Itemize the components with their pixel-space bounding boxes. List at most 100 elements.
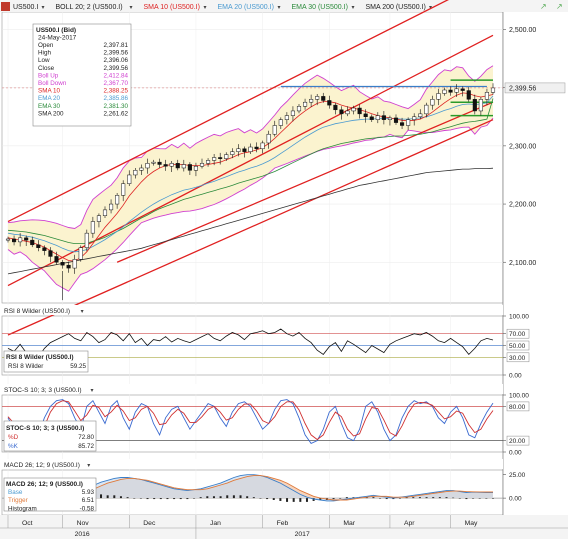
macd-histogram-bar bbox=[332, 498, 335, 500]
macd-box-label: Base bbox=[8, 489, 23, 496]
price-tick-label: 2,500.00 bbox=[509, 27, 536, 34]
macd-header-bg bbox=[2, 459, 503, 469]
info-value: 2,385.86 bbox=[103, 95, 128, 102]
info-value: 2,367.70 bbox=[103, 80, 128, 87]
macd-histogram-bar bbox=[392, 498, 395, 500]
rsi-tick-label: 50.00 bbox=[509, 343, 526, 350]
macd-histogram-bar bbox=[438, 497, 441, 499]
macd-info-box bbox=[3, 477, 97, 512]
chevron-down-icon: ▾ bbox=[91, 388, 94, 394]
macd-histogram-bar bbox=[405, 497, 408, 499]
macd-histogram-bar bbox=[219, 496, 222, 499]
info-value: 2,397.81 bbox=[103, 42, 128, 49]
price-tick-label: 2,200.00 bbox=[509, 202, 536, 209]
candle bbox=[472, 99, 477, 112]
candle bbox=[454, 88, 459, 93]
info-value: 2,381.30 bbox=[103, 103, 128, 110]
month-label: Apr bbox=[404, 520, 415, 527]
toolbar-item[interactable]: SMA 10 (US500.I) bbox=[144, 4, 200, 11]
candle bbox=[303, 101, 308, 107]
toolbar-item[interactable]: EMA 20 (US500.I) bbox=[218, 4, 274, 11]
info-date: 24-May-2017 bbox=[38, 35, 77, 42]
info-box bbox=[32, 23, 132, 127]
candle bbox=[345, 110, 350, 115]
stoch-box-title: STOC-S 10; 3; 3 (US500.I) bbox=[6, 425, 84, 432]
boll-up-line bbox=[7, 65, 494, 229]
macd-histogram-bar bbox=[159, 498, 162, 500]
candle bbox=[224, 154, 229, 159]
macd-histogram-bar bbox=[206, 496, 209, 499]
info-value: 2,412.84 bbox=[103, 72, 128, 79]
rsi-box-value: 59.25 bbox=[70, 363, 86, 370]
candle bbox=[193, 165, 198, 171]
candle bbox=[90, 221, 95, 234]
ma-line-sma-200 bbox=[7, 167, 494, 275]
rsi-box-label: RSI 8 Wilder bbox=[8, 363, 43, 370]
candle bbox=[181, 164, 186, 169]
macd-histogram-bar bbox=[398, 498, 401, 499]
candle bbox=[278, 119, 283, 126]
macd-histogram-bar bbox=[432, 497, 435, 499]
macd-histogram-bar bbox=[299, 498, 302, 502]
candle bbox=[115, 195, 120, 205]
macd-histogram-bar bbox=[272, 498, 275, 500]
macd-histogram-bar bbox=[478, 498, 481, 499]
candle bbox=[381, 115, 386, 120]
time-axis bbox=[0, 515, 568, 539]
candle bbox=[327, 100, 332, 106]
candle bbox=[236, 148, 241, 152]
toolbar-item[interactable]: BOLL 20; 2 (US500.I) bbox=[56, 4, 123, 11]
info-label: EMA 20 bbox=[38, 95, 61, 102]
rsi-line bbox=[7, 328, 494, 358]
macd-box-label: Histogram bbox=[8, 505, 37, 512]
level-tag bbox=[506, 340, 530, 351]
candle bbox=[266, 133, 271, 144]
rsi-tick-label: 100.00 bbox=[509, 314, 529, 321]
toolbar-item[interactable]: SMA 200 (US500.I) bbox=[366, 4, 426, 11]
macd-histogram-bar bbox=[319, 498, 322, 500]
toolbar-item[interactable]: US500.I bbox=[13, 4, 38, 11]
stoch-k-label: %K bbox=[8, 443, 19, 450]
macd-tick-label: 0.00 bbox=[509, 496, 522, 503]
rsi-tick-label: 30.00 bbox=[509, 355, 526, 362]
trend-channel-line bbox=[7, 0, 449, 223]
stoch-d-label: %D bbox=[8, 434, 19, 441]
candle bbox=[127, 174, 132, 184]
candle bbox=[206, 160, 211, 164]
toolbar-item[interactable]: EMA 30 (US500.I) bbox=[292, 4, 348, 11]
month-label: Dec bbox=[143, 520, 156, 527]
stoch-header-bg bbox=[2, 384, 503, 394]
candle bbox=[60, 262, 65, 266]
macd-histogram-bar bbox=[126, 497, 129, 499]
candle bbox=[248, 146, 253, 152]
candle bbox=[309, 99, 314, 103]
candle bbox=[242, 148, 247, 152]
info-label: Close bbox=[38, 65, 55, 72]
macd-histogram-bar bbox=[133, 498, 136, 499]
candle bbox=[296, 106, 302, 112]
candle bbox=[78, 247, 83, 260]
macd-histogram-bar bbox=[286, 498, 289, 502]
rsi-header: RSI 8 Wilder (US500.I) bbox=[4, 308, 70, 315]
instrument-icon bbox=[1, 2, 10, 11]
candle bbox=[490, 87, 496, 93]
zoom-icon: ↗ bbox=[556, 2, 563, 11]
macd-box-title: MACD 26; 12; 9 (US500.I) bbox=[6, 481, 83, 488]
macd-header: MACD 26; 12; 9 (US500.I) bbox=[4, 462, 80, 469]
stoch-tick-label: 80.00 bbox=[509, 404, 526, 411]
current-price-tag bbox=[504, 82, 566, 94]
candle bbox=[18, 237, 23, 243]
candle bbox=[96, 215, 101, 222]
candle bbox=[369, 116, 374, 120]
stoch-d-value: 72.80 bbox=[78, 434, 94, 441]
candle bbox=[42, 247, 47, 251]
macd-histogram-bar bbox=[139, 498, 142, 499]
macd-box-value: 5.93 bbox=[82, 489, 95, 496]
candle bbox=[230, 151, 235, 155]
macd-histogram-bar bbox=[179, 498, 182, 500]
info-label: High bbox=[38, 50, 51, 57]
info-label: Low bbox=[38, 57, 50, 64]
candle bbox=[66, 264, 71, 269]
candle bbox=[157, 161, 162, 165]
chevron-down-icon: ▾ bbox=[130, 5, 133, 11]
